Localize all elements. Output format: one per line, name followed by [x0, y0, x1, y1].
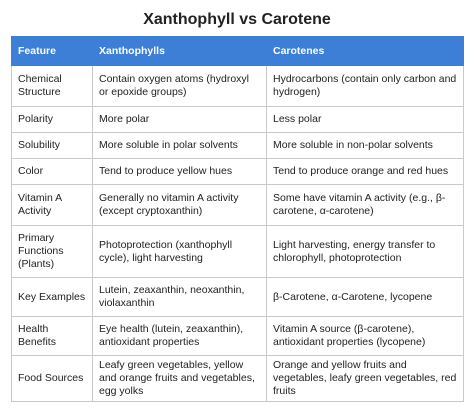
table-head: Feature Xanthophylls Carotenes — [11, 36, 464, 66]
cell: Lutein, zeaxanthin, neoxanthin, violaxan… — [92, 277, 267, 317]
row-label: Polarity — [11, 106, 93, 133]
cell: Light harvesting, energy transfer to chl… — [266, 225, 464, 278]
cell: Hydrocarbons (contain only carbon and hy… — [266, 65, 464, 107]
column-header: Feature — [11, 36, 93, 66]
cell: More soluble in polar solvents — [92, 132, 267, 159]
row-label: Health Benefits — [11, 316, 93, 356]
cell: Generally no vitamin A activity (except … — [92, 184, 267, 226]
table-row: Food Sources Leafy green vegetables, yell… — [11, 355, 464, 402]
cell: Leafy green vegetables, yellow and orang… — [92, 355, 267, 402]
cell: Eye health (lutein, zeaxanthin), antioxi… — [92, 316, 267, 356]
row-label: Primary Functions (Plants) — [11, 225, 93, 278]
cell: Photoprotection (xanthophyll cycle), lig… — [92, 225, 267, 278]
row-label: Solubility — [11, 132, 93, 159]
cell: Some have vitamin A activity (e.g., β-ca… — [266, 184, 464, 226]
title: Xanthophyll vs Carotene — [143, 11, 331, 28]
cell: More polar — [92, 106, 267, 133]
cell: Orange and yellow fruits and vegetables,… — [266, 355, 464, 402]
column-header: Carotenes — [266, 36, 464, 66]
cell: β-Carotene, α-Carotene, lycopene — [266, 277, 464, 317]
cell: Less polar — [266, 106, 464, 133]
header-row: Feature Xanthophylls Carotenes — [11, 36, 464, 66]
row-label: Color — [11, 158, 93, 185]
cell: Tend to produce yellow hues — [92, 158, 267, 185]
cell: Vitamin A source (β-carotene), antioxida… — [266, 316, 464, 356]
cell: Tend to produce orange and red hues — [266, 158, 464, 185]
table-row: Chemical Structure Contain oxygen atoms (… — [11, 65, 464, 107]
table-body: Chemical Structure Contain oxygen atoms (… — [11, 65, 464, 402]
row-label: Key Examples — [11, 277, 93, 317]
row-label: Chemical Structure — [11, 65, 93, 107]
row-label: Vitamin A Activity — [11, 184, 93, 226]
table-row: Polarity More polar Less polar — [11, 106, 464, 133]
table-row: Solubility More soluble in polar solvents… — [11, 132, 464, 159]
comparison-table: Feature Xanthophylls Carotenes Chemical St… — [11, 36, 464, 402]
cell: Contain oxygen atoms (hydroxyl or epoxid… — [92, 65, 267, 107]
column-header: Xanthophylls — [92, 36, 267, 66]
table-row: Vitamin A Activity Generally no vitamin A… — [11, 184, 464, 226]
table-row: Color Tend to produce yellow hues Tend to … — [11, 158, 464, 185]
table-row: Primary Functions (Plants) Photoprotectio… — [11, 225, 464, 278]
table-row: Health Benefits Eye health (lutein, zeaxa… — [11, 316, 464, 356]
table-row: Key Examples Lutein, zeaxanthin, neoxanth… — [11, 277, 464, 317]
row-label: Food Sources — [11, 355, 93, 402]
cell: More soluble in non-polar solvents — [266, 132, 464, 159]
